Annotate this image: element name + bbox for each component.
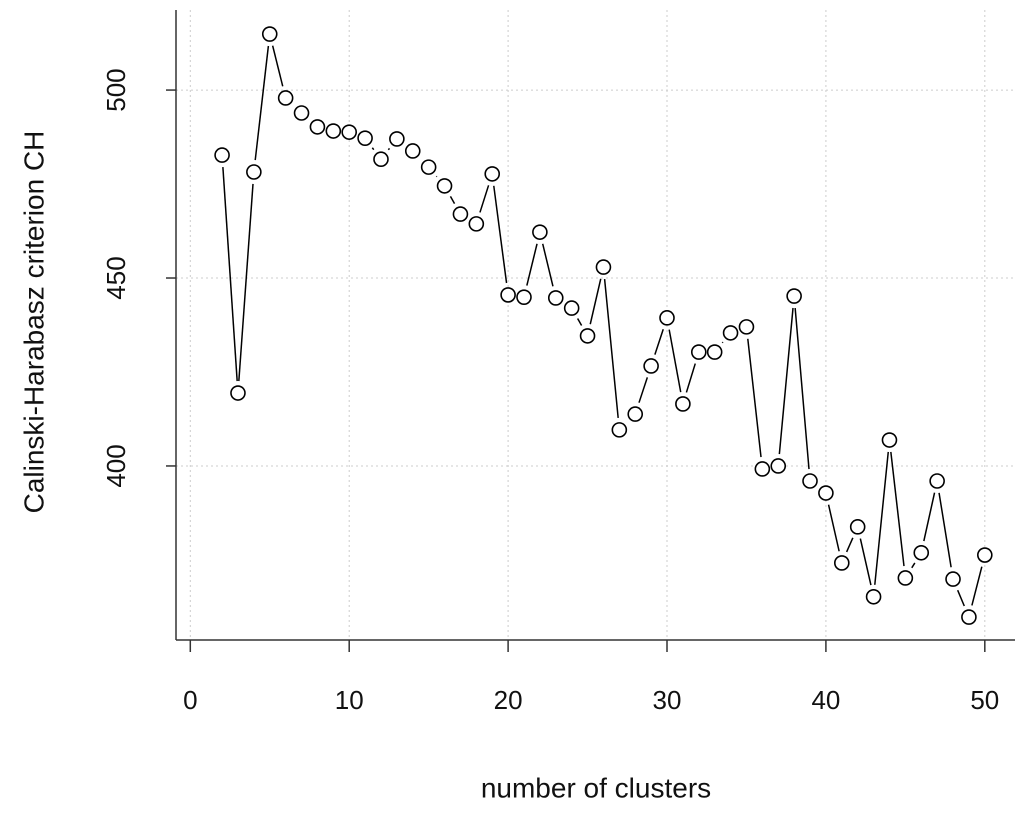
line-segment xyxy=(479,185,490,213)
line-segment xyxy=(541,243,554,287)
point xyxy=(293,105,310,121)
line-segment xyxy=(654,329,664,355)
line-segment xyxy=(827,504,840,552)
point xyxy=(961,609,977,625)
point xyxy=(325,123,342,139)
line-segment xyxy=(222,167,238,382)
point xyxy=(611,422,628,438)
point xyxy=(404,143,421,159)
point xyxy=(675,396,691,412)
point xyxy=(738,319,755,335)
point xyxy=(659,310,675,326)
point xyxy=(770,458,787,474)
point xyxy=(532,224,548,240)
line-segment xyxy=(589,278,602,325)
line-segment xyxy=(923,492,936,542)
point xyxy=(246,164,262,180)
point xyxy=(865,588,882,605)
point xyxy=(484,166,501,182)
point xyxy=(516,289,532,305)
point xyxy=(643,358,659,374)
point xyxy=(897,570,914,586)
point xyxy=(261,26,278,42)
point xyxy=(754,461,771,477)
x-tick-label: 20 xyxy=(494,685,523,715)
point xyxy=(452,206,469,222)
point xyxy=(579,328,596,344)
x-tick-label: 50 xyxy=(970,685,999,715)
point xyxy=(706,344,723,360)
point xyxy=(945,571,961,587)
x-axis-label: number of clusters xyxy=(481,772,711,803)
line-segment xyxy=(874,451,890,585)
line-segment xyxy=(603,278,619,419)
line-segment xyxy=(638,377,649,403)
line-segment xyxy=(911,562,916,569)
line-segment xyxy=(449,196,456,205)
line-segment xyxy=(859,538,872,586)
x-tick-label: 30 xyxy=(653,685,682,715)
line-segment xyxy=(845,537,854,553)
line-segment xyxy=(721,341,724,344)
point xyxy=(563,300,580,316)
line-segment xyxy=(238,183,254,382)
point xyxy=(818,485,834,501)
point xyxy=(230,385,246,401)
point xyxy=(627,406,644,422)
point xyxy=(420,159,437,175)
point xyxy=(690,344,707,360)
line-segment xyxy=(890,451,905,567)
point xyxy=(849,519,866,535)
point xyxy=(929,473,945,489)
point xyxy=(309,119,326,135)
x-tick-label: 40 xyxy=(811,685,840,715)
line-segment xyxy=(526,243,538,286)
line-segment xyxy=(971,566,983,606)
point xyxy=(977,547,993,563)
line-segment xyxy=(778,307,794,455)
y-tick-label: 450 xyxy=(101,256,131,299)
line-segment xyxy=(371,147,375,151)
line-segment xyxy=(254,45,270,161)
point xyxy=(802,473,818,489)
point xyxy=(357,130,373,146)
y-tick-label: 400 xyxy=(101,444,131,487)
point xyxy=(436,178,453,194)
x-tick-label: 0 xyxy=(183,685,197,715)
x-tick-label: 10 xyxy=(335,685,364,715)
line-segment xyxy=(387,147,391,151)
point xyxy=(277,90,294,106)
point xyxy=(500,287,516,303)
point xyxy=(389,131,405,147)
line-segment xyxy=(576,318,583,326)
point xyxy=(722,325,739,341)
line-segment xyxy=(938,492,952,568)
point xyxy=(881,432,898,448)
line-segment xyxy=(668,329,682,393)
point xyxy=(833,555,850,571)
line-segment xyxy=(493,185,508,284)
line-segment xyxy=(747,338,762,458)
point xyxy=(214,147,230,163)
line-segment xyxy=(685,363,696,393)
point xyxy=(547,290,564,306)
point xyxy=(595,259,612,275)
line-segment xyxy=(956,589,965,607)
point xyxy=(341,124,358,140)
point xyxy=(373,151,389,168)
point xyxy=(786,288,802,304)
point xyxy=(468,216,485,232)
y-tick-label: 500 xyxy=(101,68,131,111)
line-segment xyxy=(271,45,284,87)
line-segment xyxy=(794,307,810,470)
y-axis-label: Calinski-Harabasz criterion CH xyxy=(18,131,49,514)
point xyxy=(913,544,930,561)
